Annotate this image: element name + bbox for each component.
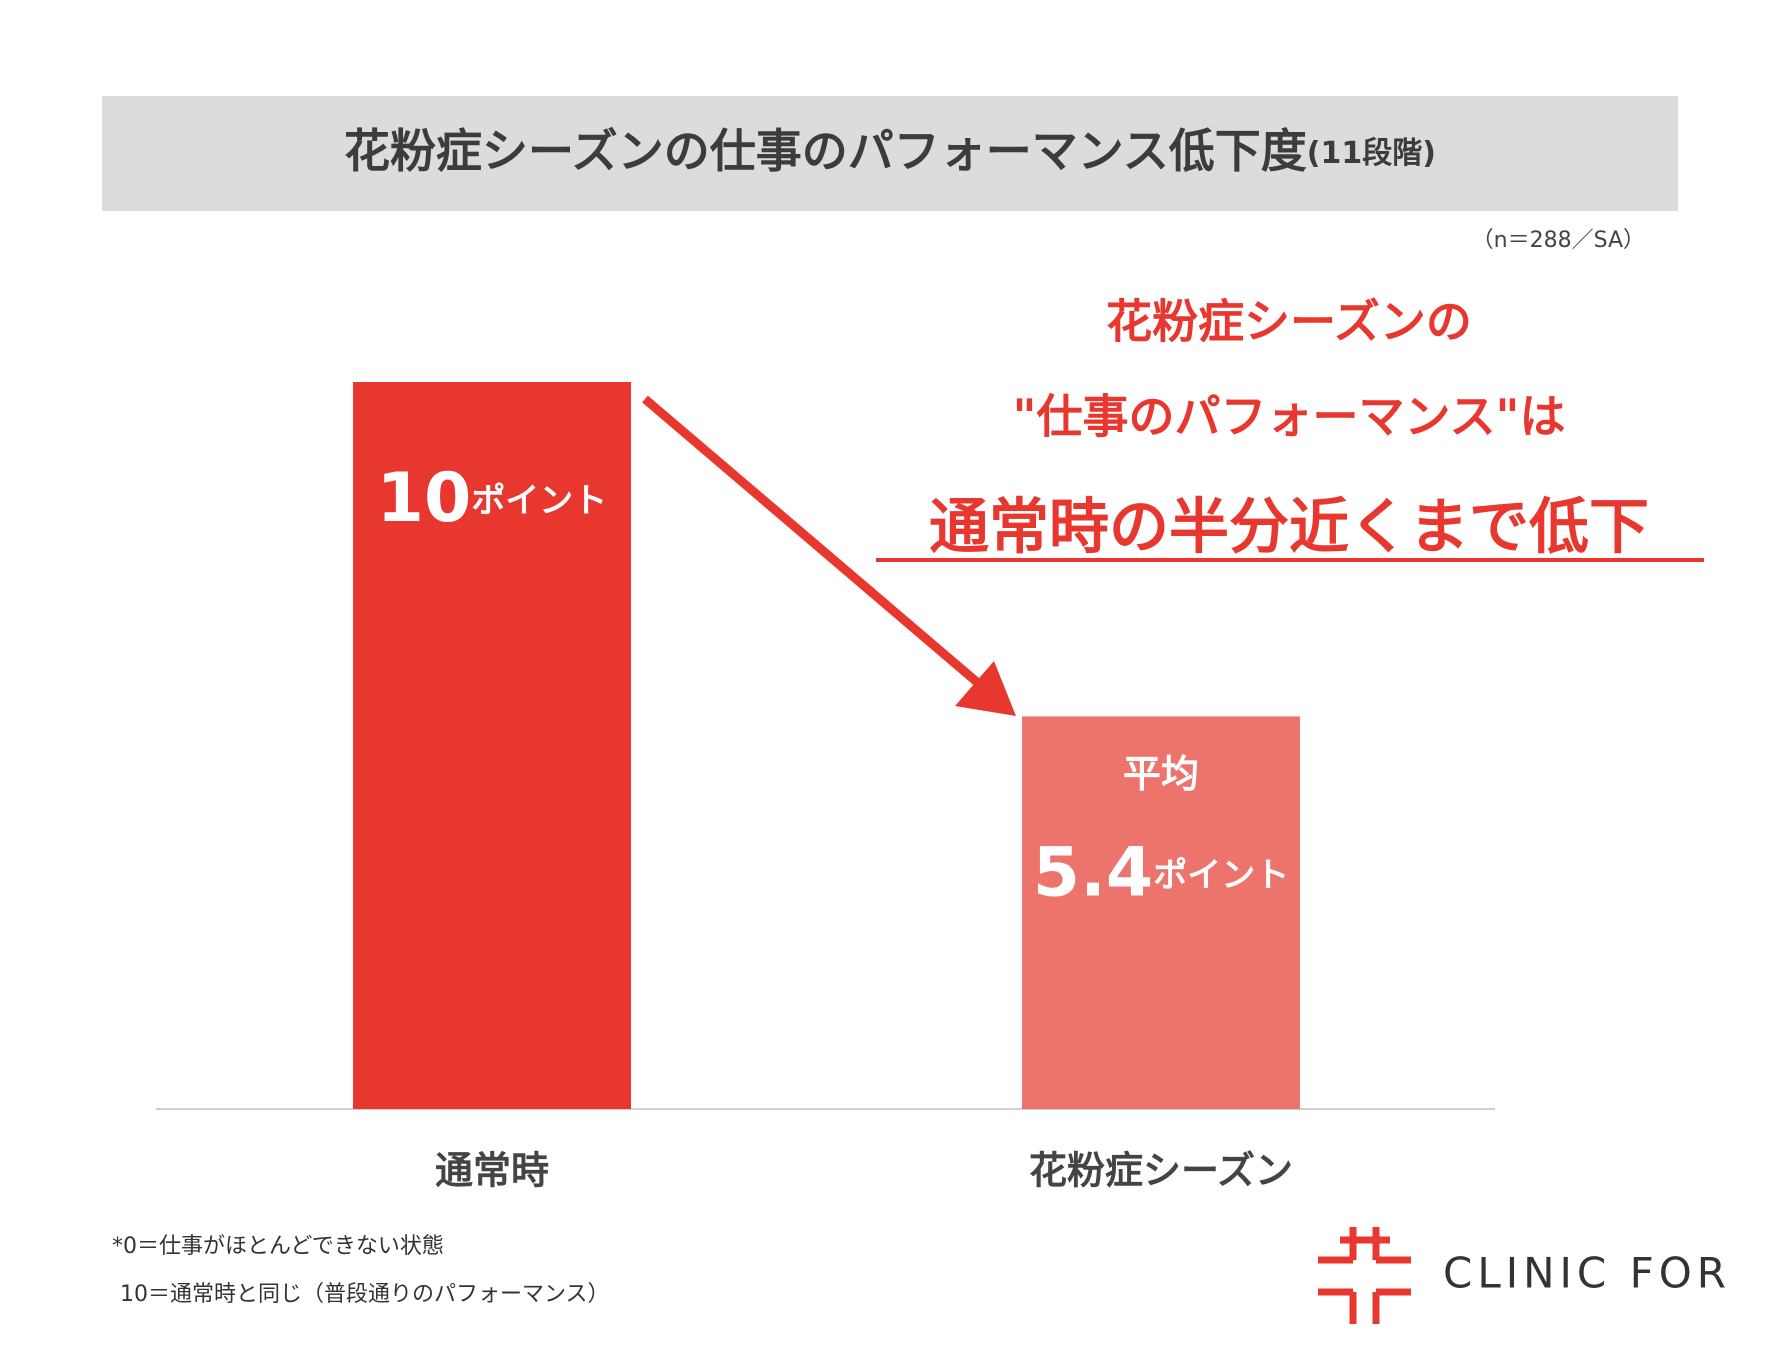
bar — [1022, 716, 1300, 1109]
logo-text: CLINIC FOR — [1443, 1249, 1731, 1298]
headline: "仕事のパフォーマンス"は — [1012, 390, 1565, 444]
title-note: (11段階) — [1307, 136, 1436, 171]
trend-arrow — [642, 395, 1016, 716]
sample-note: （n＝288／SA） — [1472, 228, 1645, 253]
footnote: *0＝仕事がほとんどできない状態 — [112, 1234, 444, 1259]
x-tick-label: 花粉症シーズン — [1029, 1149, 1293, 1193]
headline: 花粉症シーズンの — [1106, 295, 1472, 349]
title-box — [102, 96, 1678, 211]
value-label: 10ポイント — [377, 459, 608, 538]
average-label: 平均 — [1123, 752, 1199, 796]
logo-icon — [1318, 1227, 1411, 1324]
x-tick-label: 通常時 — [435, 1149, 549, 1193]
value-label: 5.4ポイント — [1033, 833, 1289, 912]
footnote: 10＝通常時と同じ（普段通りのパフォーマンス） — [120, 1282, 610, 1307]
chart-title-group: 花粉症シーズンの仕事のパフォーマンス低下度(11段階) — [344, 124, 1436, 178]
headline-emphasis: 通常時の半分近くまで低下 — [929, 493, 1649, 563]
chart-title: 花粉症シーズンの仕事のパフォーマンス低下度 — [344, 124, 1307, 178]
bar — [353, 382, 631, 1109]
